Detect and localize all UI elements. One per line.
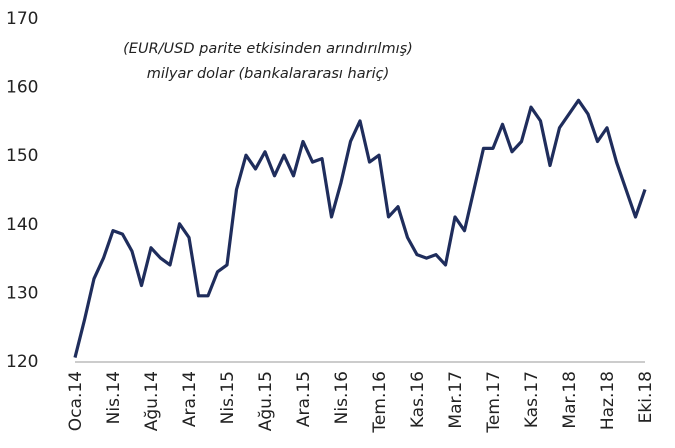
x-tick-label: Nis.16 [332,371,352,424]
x-tick-label: Eki.18 [636,371,656,423]
y-tick-label: 150 [6,146,38,166]
y-tick-label: 170 [6,9,38,29]
x-tick-label: Tem.16 [370,371,390,434]
annotation: milyar dolar (bankalararası hariç) [147,66,390,82]
x-tick-label: Nis.14 [104,371,124,424]
x-tick-label: Kas.16 [408,371,428,428]
x-tick-label: Ağu.14 [142,371,162,431]
x-tick-label: Ağu.15 [256,371,276,431]
x-tick-label: Haz.18 [598,371,618,430]
x-tick-label: Tem.17 [484,371,504,434]
x-tick-label: Mar.18 [560,371,580,429]
line-series [73,98,647,358]
x-tick-label: Mar.17 [446,371,466,429]
x-tick-label: Nis.15 [218,371,238,424]
annotation: (EUR/USD parite etkisinden arındırılmış) [123,41,413,57]
y-tick-label: 130 [6,283,38,303]
x-tick-label: Kas.17 [522,371,542,428]
y-tick-label: 120 [6,352,38,372]
x-tick-label: Ara.14 [180,371,200,427]
x-tick-label: Oca.14 [66,371,86,431]
y-tick-label: 140 [6,215,38,235]
x-tick-label: Ara.15 [294,371,314,427]
y-tick-label: 160 [6,78,38,98]
